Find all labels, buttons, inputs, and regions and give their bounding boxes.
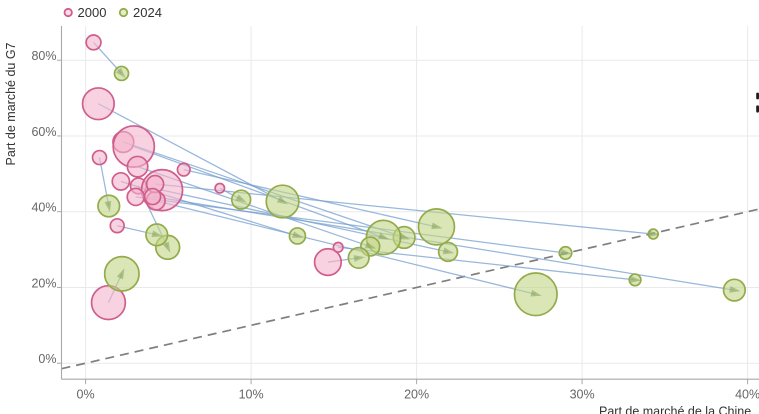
- direction-arrow-8: [442, 247, 455, 255]
- bubble-2000-1[interactable]: [81, 87, 115, 121]
- bubble-2000-5[interactable]: [126, 155, 149, 178]
- direction-arrow-1: [276, 196, 289, 205]
- connector-line-4: [133, 145, 384, 239]
- bubble-2000-18[interactable]: [143, 187, 162, 206]
- y-tick-label-80: 80%: [31, 49, 56, 63]
- y-tick-label-0: 0%: [38, 352, 56, 366]
- direction-arrow-18: [729, 286, 741, 293]
- direction-arrow-11: [431, 222, 443, 230]
- connector-line-11: [183, 169, 437, 228]
- x-tick-label-40: 40%: [735, 388, 759, 402]
- legend-label-2000[interactable]: 2000: [78, 5, 107, 20]
- y-axis-title: Part de marché du G7: [4, 42, 18, 165]
- direction-arrow-17: [648, 230, 660, 237]
- y-tick-label-40: 40%: [31, 201, 56, 215]
- legend-marker-2024[interactable]: [118, 7, 129, 18]
- y-tick-label-60: 60%: [31, 125, 56, 139]
- direction-arrow-16: [630, 275, 642, 283]
- direction-arrow-3: [398, 232, 411, 240]
- x-tick-label-0: 0%: [77, 388, 95, 402]
- clipped-edge-annotation-0: [756, 92, 759, 100]
- direction-arrow-14: [116, 268, 125, 280]
- clipped-edge-annotation-1: [756, 105, 759, 113]
- direction-arrow-0: [115, 67, 126, 79]
- x-tick-label-30: 30%: [570, 388, 595, 402]
- connector-line-3: [123, 141, 405, 239]
- direction-arrow-2: [104, 200, 112, 213]
- direction-arrow-4: [378, 232, 390, 240]
- direction-arrow-12: [235, 194, 247, 203]
- direction-arrow-5: [364, 241, 377, 249]
- connector-line-10: [155, 200, 536, 295]
- bubble-2000-0[interactable]: [85, 34, 102, 51]
- direction-arrow-7: [162, 241, 171, 253]
- bubble-2000-15[interactable]: [313, 247, 343, 277]
- bubble-2000-6[interactable]: [111, 171, 131, 191]
- direction-arrow-13: [151, 230, 163, 238]
- y-tick-label-20: 20%: [31, 276, 56, 290]
- bubble-2000-2[interactable]: [91, 149, 108, 166]
- bubble-2000-13[interactable]: [109, 217, 125, 234]
- bubble-2000-16[interactable]: [332, 241, 344, 253]
- connector-line-9: [135, 196, 566, 254]
- bubble-2000-12[interactable]: [214, 182, 226, 194]
- legend-label-2024[interactable]: 2024: [133, 5, 162, 20]
- direction-arrow-15: [353, 255, 365, 262]
- x-tick-label-20: 20%: [404, 388, 429, 402]
- direction-arrow-9: [560, 249, 572, 256]
- direction-arrow-10: [530, 289, 542, 297]
- x-tick-label-10: 10%: [239, 388, 264, 402]
- direction-arrow-6: [292, 231, 304, 238]
- legend-marker-2000[interactable]: [63, 7, 73, 18]
- x-axis-title: Part de marché de la Chine: [599, 405, 751, 414]
- bubble-2000-11[interactable]: [176, 162, 191, 177]
- bubble-2000-9[interactable]: [126, 187, 146, 207]
